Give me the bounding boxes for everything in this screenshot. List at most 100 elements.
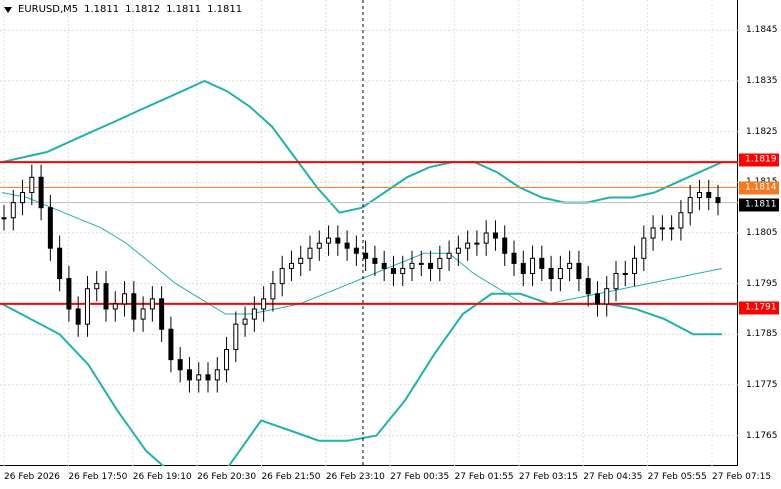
candle-body (511, 252, 517, 264)
candle-body (196, 374, 202, 381)
price-chart[interactable] (0, 0, 738, 489)
candle-body (326, 237, 332, 244)
y-tick-label: 1.1785 (746, 329, 778, 340)
current-price-tag: 1.1811 (739, 198, 779, 212)
x-tick-label: 27 Feb 05:55 (647, 472, 707, 482)
candle-body (659, 227, 665, 230)
candle-body (641, 237, 647, 259)
candle-body (428, 262, 434, 269)
candle-body (669, 227, 675, 230)
candle-body (131, 293, 137, 320)
lower-level-tag: 1.1791 (739, 301, 779, 315)
candle-body (502, 237, 508, 254)
candle-body (604, 288, 610, 305)
upper-level-tag: 1.1819 (739, 153, 779, 167)
candle-body (159, 298, 165, 330)
candle-body (474, 242, 480, 245)
y-tick-label: 1.1835 (746, 76, 778, 87)
bollinger-upper-line (1, 79, 723, 214)
x-tick-label: 26 Feb 17:50 (68, 472, 128, 482)
candle-body (84, 288, 90, 325)
x-tick-label: 27 Feb 07:15 (712, 472, 772, 482)
candle-body (539, 257, 545, 269)
orange-level-tag: 1.1814 (739, 181, 779, 195)
candle-body (548, 267, 554, 280)
candle-body (233, 323, 239, 351)
candle-body (251, 308, 257, 320)
chart-header: EURUSD,M5 1.1811 1.1812 1.1811 1.1811 (4, 4, 242, 15)
candle-body (363, 252, 369, 259)
high-value: 1.1812 (125, 4, 161, 15)
candle-body (122, 293, 128, 305)
x-tick-label: 26 Feb 19:10 (132, 472, 192, 482)
open-value: 1.1811 (84, 4, 120, 15)
candle-body (455, 247, 461, 254)
candle-body (400, 267, 406, 275)
candle-body (446, 252, 452, 259)
candle-body (465, 242, 471, 249)
y-tick-label: 1.1795 (746, 278, 778, 289)
candle-body (632, 257, 638, 275)
dropdown-triangle-icon[interactable] (4, 6, 12, 13)
candle-body (168, 328, 174, 361)
candle-body (650, 227, 656, 239)
candle-body (103, 283, 109, 310)
candle-body (567, 262, 573, 269)
candle-body (381, 262, 387, 269)
candle-body (186, 369, 192, 381)
candle-body (177, 359, 183, 371)
symbol-label: EURUSD,M5 (18, 4, 79, 15)
candle-body (140, 308, 146, 320)
candle-body (261, 298, 267, 310)
x-tick-label: 26 Feb 21:50 (261, 472, 321, 482)
candle-body (483, 232, 489, 244)
candle-body (530, 257, 536, 275)
y-tick-label: 1.1775 (746, 379, 778, 390)
candle-body (47, 207, 53, 249)
candle-body (344, 242, 350, 249)
candle-body (492, 232, 498, 239)
candle-body (298, 257, 304, 264)
candle-body (75, 308, 81, 325)
candle-body (594, 293, 600, 305)
candle-body (112, 303, 118, 310)
candle-body (335, 237, 341, 244)
candle-body (57, 247, 63, 280)
bollinger-middle-line (1, 192, 723, 315)
x-tick-label: 27 Feb 03:15 (518, 472, 578, 482)
candle-body (390, 267, 396, 275)
candle-body (715, 197, 721, 204)
candle-body (279, 267, 285, 285)
candle-body (706, 191, 712, 199)
candle-body (520, 262, 526, 275)
candle-body (38, 176, 44, 209)
candle-body (29, 176, 35, 193)
bollinger-lower-line (1, 292, 722, 489)
chart-plot-area[interactable]: EURUSD,M5 1.1811 1.1812 1.1811 1.1811 (0, 0, 738, 489)
candle-body (288, 262, 294, 269)
candle-body (557, 267, 563, 280)
candle-body (66, 278, 72, 310)
candle-body (270, 283, 276, 300)
y-tick-label: 1.1825 (746, 126, 778, 137)
candle-body (242, 318, 248, 325)
x-tick-label: 27 Feb 04:35 (583, 472, 643, 482)
candle-body (10, 202, 16, 219)
candle-body (418, 262, 424, 265)
candle-body (613, 273, 619, 290)
grid-lines (0, 0, 738, 466)
x-tick-label: 26 Feb 20:30 (197, 472, 257, 482)
candle-body (437, 257, 443, 269)
candle-body (678, 212, 684, 229)
low-value: 1.1811 (166, 4, 202, 15)
close-value: 1.1811 (207, 4, 243, 15)
candle-body (307, 247, 313, 259)
x-tick-label: 27 Feb 01:55 (454, 472, 514, 482)
candle-body (205, 374, 211, 381)
candle-body (372, 257, 378, 264)
candle-body (576, 262, 582, 280)
candle-body (585, 278, 591, 295)
y-tick-label: 1.1805 (746, 228, 778, 238)
x-tick-label: 27 Feb 00:35 (390, 472, 450, 482)
candle-body (94, 283, 100, 290)
